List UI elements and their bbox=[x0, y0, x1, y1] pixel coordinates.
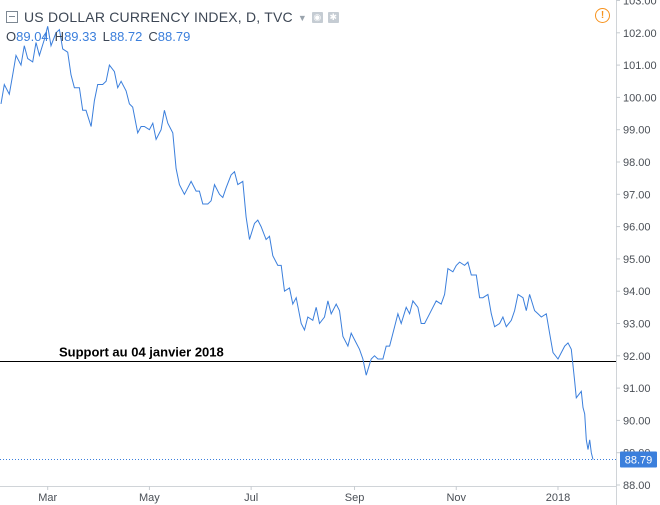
open-value: 89.04 bbox=[16, 29, 49, 44]
last-price-tag: 88.79 bbox=[620, 451, 657, 468]
alert-icon[interactable]: ! bbox=[595, 8, 610, 23]
support-label: Support au 04 janvier 2018 bbox=[59, 345, 224, 360]
y-tick-label: 101.00 bbox=[623, 60, 657, 72]
low-key: L bbox=[102, 29, 110, 44]
gear-icon[interactable]: ✱ bbox=[327, 11, 339, 23]
chart-title: US DOLLAR CURRENCY INDEX, D, TVC bbox=[24, 9, 293, 25]
y-tick-label: 98.00 bbox=[623, 157, 651, 169]
close-value: 88.79 bbox=[157, 29, 191, 44]
chevron-down-icon[interactable]: ▼ bbox=[297, 12, 307, 23]
high-key: H bbox=[54, 29, 65, 44]
y-tick-label: 93.00 bbox=[623, 319, 651, 331]
y-tick-label: 99.00 bbox=[623, 125, 651, 137]
price-line bbox=[0, 26, 594, 460]
x-tick-label: Jul bbox=[244, 492, 258, 504]
y-tick-label: 96.00 bbox=[623, 222, 651, 234]
last-price-label: 88.79 bbox=[625, 455, 653, 467]
low-value: 88.72 bbox=[109, 29, 143, 44]
y-tick-label: 103.00 bbox=[623, 0, 657, 8]
x-tick-label: Sep bbox=[345, 492, 365, 504]
chart-header: US DOLLAR CURRENCY INDEX, D, TVC ▼ ◉ ✱ bbox=[6, 7, 339, 27]
y-tick-label: 94.00 bbox=[623, 286, 651, 298]
close-key: C bbox=[148, 29, 158, 44]
y-tick-label: 88.00 bbox=[623, 480, 651, 492]
x-axis[interactable]: Mar May Jul Sep Nov 2018 bbox=[38, 486, 570, 504]
y-tick-label: 91.00 bbox=[623, 383, 651, 395]
collapse-icon[interactable] bbox=[6, 11, 18, 23]
x-tick-label: May bbox=[139, 492, 160, 504]
x-tick-label: 2018 bbox=[546, 492, 570, 504]
eye-icon[interactable]: ◉ bbox=[311, 11, 323, 23]
y-tick-label: 100.00 bbox=[623, 92, 657, 104]
y-tick-label: 92.00 bbox=[623, 351, 651, 363]
y-axis[interactable]: 88.0089.0090.0091.0092.0093.0094.0095.00… bbox=[616, 0, 657, 492]
x-tick-label: Nov bbox=[446, 492, 466, 504]
y-tick-label: 102.00 bbox=[623, 28, 657, 40]
x-tick-label: Mar bbox=[38, 492, 57, 504]
open-key: O bbox=[6, 29, 17, 44]
y-tick-label: 97.00 bbox=[623, 189, 651, 201]
y-tick-label: 90.00 bbox=[623, 415, 651, 427]
y-tick-label: 95.00 bbox=[623, 254, 651, 266]
ohlc-readout: O 89.04 H 89.33 L 88.72 C 88.79 bbox=[6, 29, 196, 44]
high-value: 89.33 bbox=[64, 29, 97, 44]
